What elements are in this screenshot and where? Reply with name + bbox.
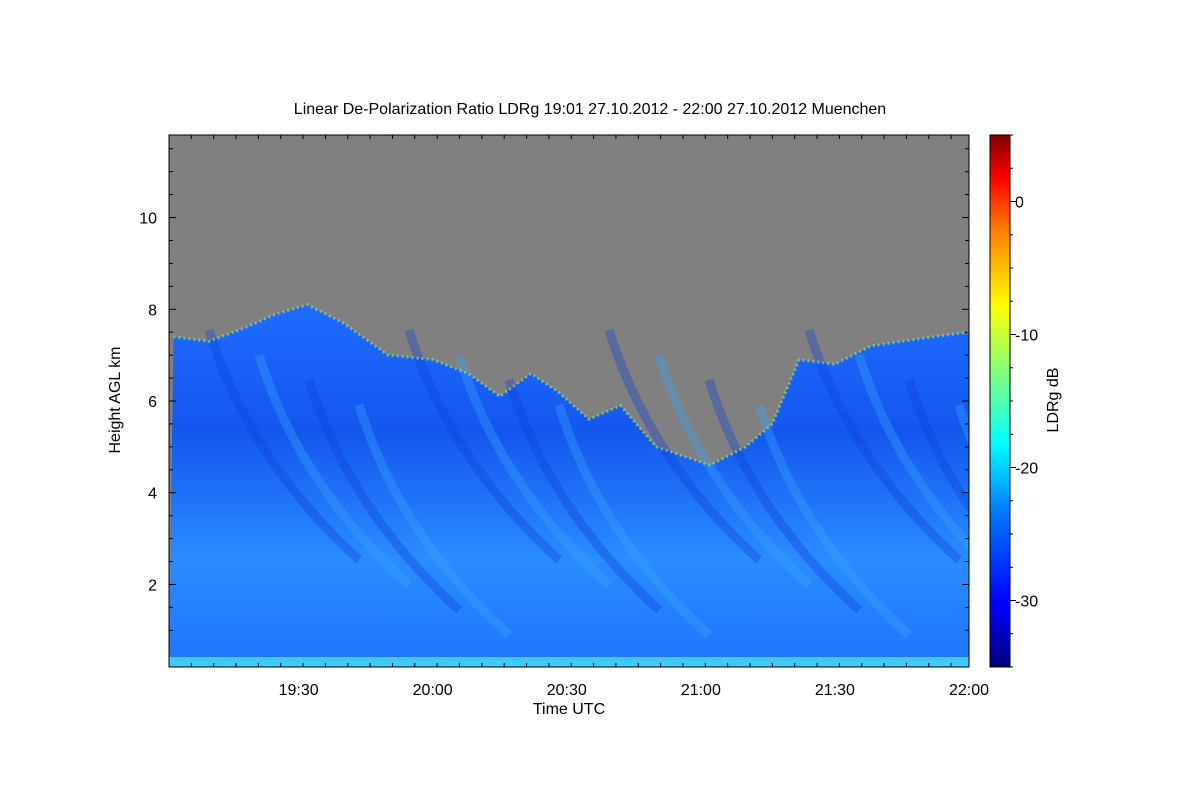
near-ground-layer [169,657,969,667]
fall-streak [704,378,863,614]
x-tick-label: 20:30 [547,682,587,699]
fall-streak [904,378,969,515]
fall-streak [654,353,813,589]
fall-streak [554,403,713,639]
y-axis: 2 4 6 8 10 [139,148,969,631]
y-tick-label: 8 [148,302,157,319]
fall-streak [404,328,563,564]
y-tick-label: 10 [139,211,157,228]
fall-streak [454,353,613,589]
x-axis-label: Time UTC [533,701,605,718]
colorbar [989,134,1011,668]
colorbar-axis: 0 -10 -20 -30 [1010,134,1038,668]
fall-streak [254,353,413,589]
x-axis: 19:30 20:00 20:30 21:00 21:30 22:00 [168,135,989,699]
chart-title: Linear De-Polarization Ratio LDRg 19:01 … [294,101,886,118]
fall-streak [604,328,763,564]
fall-streak [354,403,513,639]
y-tick-label: 6 [148,394,157,411]
colorbar-label: LDRg dB [1045,368,1062,433]
colorbar-tick-label: 0 [1015,195,1024,212]
x-tick-label: 22:00 [949,682,989,699]
x-tick-label: 21:30 [815,682,855,699]
cloud-top-edge [173,303,969,467]
colorbar-tick-label: -10 [1015,328,1038,345]
plot-area [169,135,969,667]
cloud-layer [169,304,969,667]
colorbar-tick-label: -20 [1015,461,1038,478]
y-tick-label: 2 [148,577,157,594]
fall-streaks [204,328,969,639]
y-tick-label: 4 [148,486,157,503]
fall-streak [304,378,463,614]
fall-streak [804,328,963,564]
fall-streak [204,328,363,564]
y-axis-label: Height AGL km [107,346,124,453]
x-tick-label: 19:30 [279,682,319,699]
fall-streak [754,403,913,639]
x-tick-label: 21:00 [681,682,721,699]
fall-streak [504,378,663,614]
x-tick-label: 20:00 [413,682,453,699]
fall-streak [854,353,969,552]
colorbar-tick-label: -30 [1015,594,1038,611]
